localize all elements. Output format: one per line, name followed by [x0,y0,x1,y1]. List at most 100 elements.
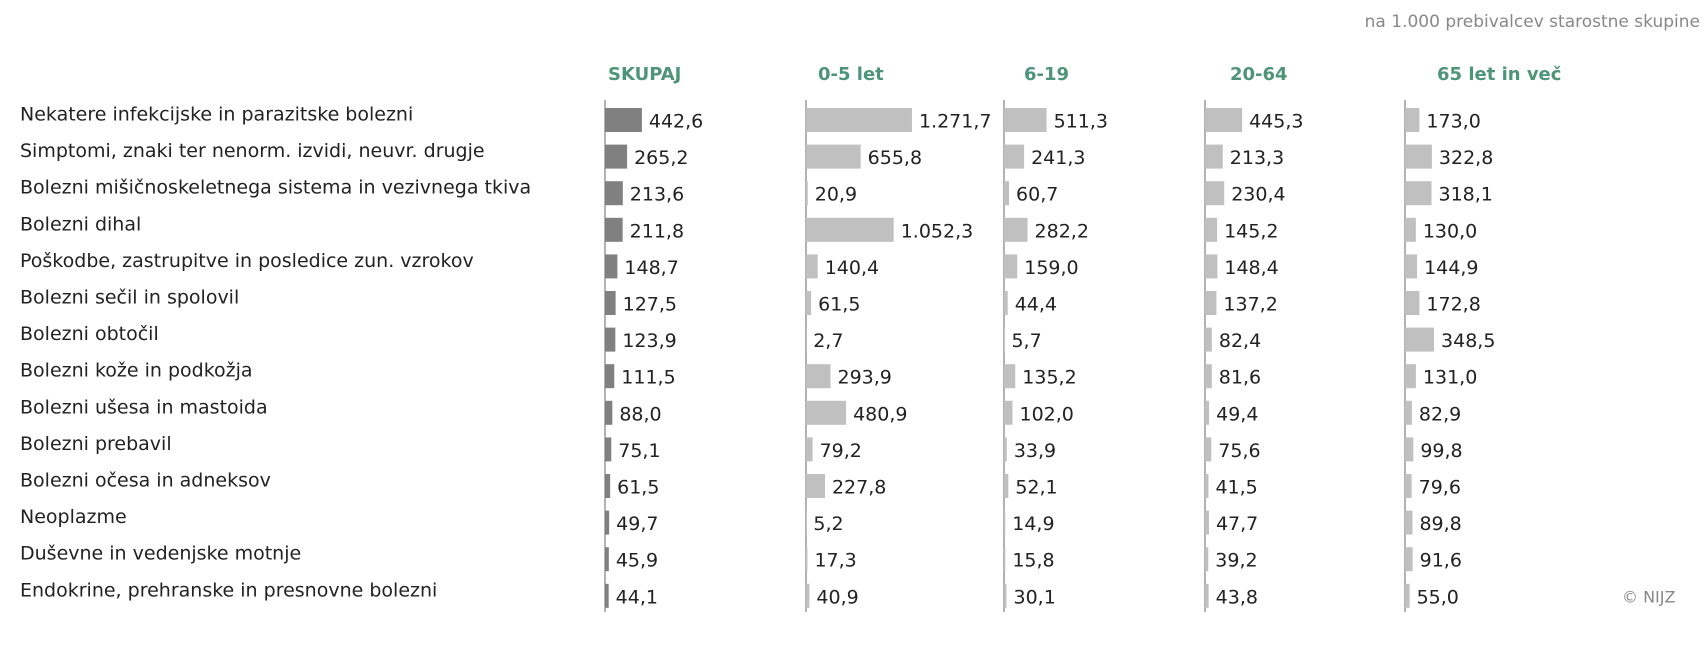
bar [1205,144,1223,169]
bar [1004,437,1007,462]
bar [605,181,623,206]
value-label: 137,2 [1223,294,1277,316]
bar [806,547,808,572]
panel-header: 0-5 let [818,64,884,85]
value-label: 44,4 [1015,294,1057,316]
value-label: 49,4 [1216,403,1258,425]
bar [1004,510,1006,535]
value-label: 75,1 [618,440,660,462]
value-label: 89,8 [1419,513,1461,535]
bar [1405,217,1416,242]
value-label: 60,7 [1016,184,1058,206]
value-label: 79,2 [820,440,862,462]
value-label: 47,7 [1216,513,1258,535]
panel-header: 20-64 [1230,64,1288,85]
bar [1405,254,1418,279]
bar [806,108,912,132]
value-label: 44,1 [616,586,658,608]
value-label: 282,2 [1035,220,1089,242]
value-label: 172,8 [1426,294,1480,316]
value-label: 91,6 [1420,550,1462,572]
category-label: Bolezni sečil in spolovil [20,287,239,309]
bar [605,583,609,608]
value-label: 241,3 [1031,147,1085,169]
bar [1004,400,1013,425]
value-label: 81,6 [1219,367,1261,389]
value-label: 135,2 [1022,367,1076,389]
value-label: 88,0 [619,403,661,425]
value-label: 322,8 [1439,147,1493,169]
bar [1205,510,1209,535]
value-label: 1.271,7 [919,111,992,133]
value-label: 148,4 [1224,257,1278,279]
category-label: Duševne in vedenjske motnje [20,543,301,565]
value-label: 43,8 [1216,586,1258,608]
bar [1004,217,1028,242]
bar [1205,474,1209,498]
value-label: 41,5 [1215,477,1257,499]
bar [1205,583,1209,608]
value-label: 442,6 [649,111,703,133]
bar [806,474,825,498]
value-label: 445,3 [1249,111,1303,133]
category-label: Nekatere infekcijske in parazitske bolez… [20,104,413,126]
category-label: Poškodbe, zastrupitve in posledice zun. … [20,250,474,272]
value-label: 102,0 [1020,403,1074,425]
value-label: 45,9 [616,550,658,572]
value-label: 82,4 [1219,330,1261,352]
bar [1004,364,1016,389]
value-label: 511,3 [1054,111,1108,133]
category-label: Neoplazme [20,506,127,528]
value-label: 30,1 [1014,586,1056,608]
bar [1004,583,1007,608]
bar [605,291,616,315]
bar [1205,327,1212,352]
value-label: 75,6 [1218,440,1260,462]
category-label: Bolezni prebavil [20,433,172,455]
bar [605,474,611,498]
value-label: 230,4 [1231,184,1285,206]
bar [605,437,612,462]
bar [1205,547,1209,572]
value-label: 5,2 [813,513,843,535]
value-label: 111,5 [621,367,675,389]
value-label: 55,0 [1417,586,1459,608]
value-label: 61,5 [818,294,860,316]
value-label: 123,9 [622,330,676,352]
bar [1205,400,1210,425]
bar [1004,144,1025,169]
category-label: Bolezni kože in podkožja [20,360,253,382]
bar [806,437,813,462]
bar [1205,108,1243,132]
bar [1405,474,1412,498]
bar [806,364,831,389]
value-label: 213,6 [630,184,684,206]
bar [1004,254,1018,279]
value-label: 148,7 [624,257,678,279]
value-label: 173,0 [1426,111,1480,133]
bar [1405,108,1420,132]
bar [1205,181,1225,206]
bar [806,291,812,315]
bar [806,144,861,169]
value-label: 213,3 [1230,147,1284,169]
bar [1405,144,1432,169]
value-label: 127,5 [623,294,677,316]
bar [806,217,894,242]
bar [806,583,810,608]
bar [605,327,616,352]
value-label: 2,7 [813,330,843,352]
bar [605,364,615,389]
value-label: 227,8 [832,477,886,499]
bar [1004,291,1008,315]
bar [1205,254,1218,279]
value-label: 348,5 [1441,330,1495,352]
category-label: Bolezni dihal [20,213,141,235]
bar [1405,437,1414,462]
value-label: 82,9 [1419,403,1461,425]
bar [605,217,623,242]
bar [1205,291,1217,315]
value-label: 49,7 [616,513,658,535]
bar [1405,547,1413,572]
